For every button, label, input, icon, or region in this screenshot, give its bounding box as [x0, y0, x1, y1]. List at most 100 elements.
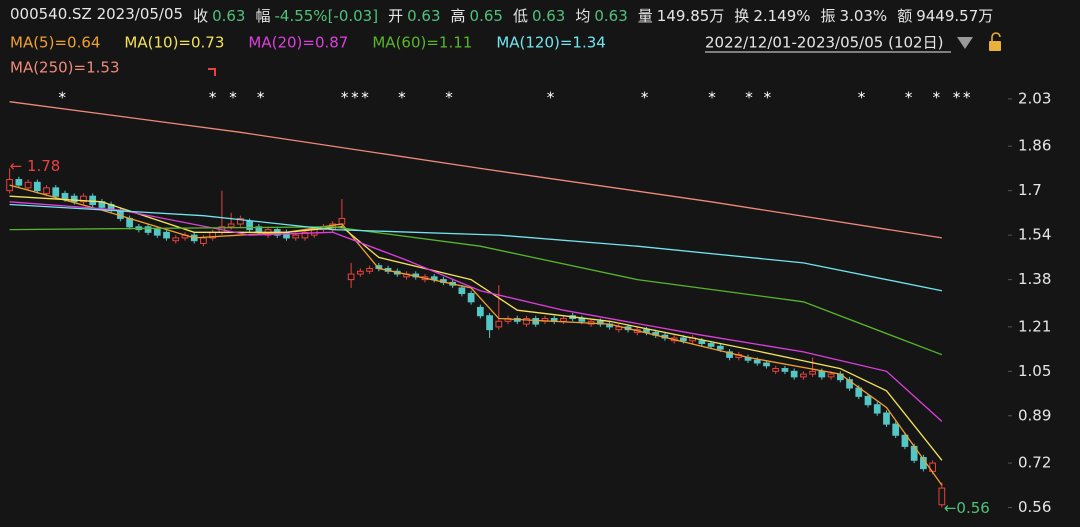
candle-body: [883, 412, 890, 425]
event-marker: *: [351, 89, 359, 107]
event-marker: *: [361, 89, 369, 107]
candle-body: [486, 315, 493, 331]
quote-value: 0.63: [212, 7, 246, 25]
candle-body: [52, 187, 60, 197]
ma-line: [9, 101, 943, 239]
candle-body: [809, 370, 816, 375]
flag-marker: [208, 68, 216, 76]
range-label[interactable]: 2022/12/01-2023/05/05 (102日): [705, 34, 943, 52]
candle-body: [532, 318, 540, 325]
quote-item: 均 0.63: [575, 5, 627, 27]
candle-body: [24, 181, 32, 189]
candle-body: [901, 434, 909, 447]
event-marker: *: [953, 89, 961, 107]
y-tick-label: 1.54: [1018, 226, 1051, 244]
candles: [6, 168, 946, 508]
candle-body: [476, 306, 484, 317]
candle-body: [80, 195, 87, 203]
quote-item: 开 0.63: [388, 5, 440, 27]
event-marker: *: [547, 89, 555, 107]
candle-body: [43, 187, 50, 194]
event-marker: *: [708, 89, 716, 107]
candle-body: [864, 395, 872, 406]
lock-icon[interactable]: [989, 32, 1001, 51]
candle-body: [153, 229, 161, 236]
candle-body: [938, 487, 946, 506]
candle-body: [200, 237, 207, 244]
ma-line: [9, 203, 943, 292]
candle-body: [726, 351, 733, 358]
quote-item: 振 3.03%: [821, 5, 888, 27]
event-marker: *: [257, 89, 265, 107]
candle-body: [698, 340, 706, 345]
quote-label: 均: [575, 7, 591, 25]
quote-label: 开: [388, 7, 404, 25]
candle-body: [707, 343, 715, 347]
event-marker: *: [229, 89, 237, 107]
candle-body: [495, 320, 503, 328]
ma-line: [9, 195, 943, 461]
quote-label: 振: [820, 7, 836, 25]
quote-label: 高: [450, 7, 466, 25]
candle-body: [292, 234, 300, 239]
quote-label: 换: [734, 7, 750, 25]
legend-entry: MA(5)=0.64: [10, 34, 100, 52]
event-marker: *: [209, 89, 217, 107]
quote-item: 换 2.149%: [734, 5, 810, 27]
quote-value: 2.149%: [753, 7, 811, 25]
candle-body: [15, 179, 23, 186]
event-marker: *: [445, 89, 453, 107]
annotation: ← 1.78: [10, 157, 61, 175]
quote-value: 9449.57万: [916, 7, 994, 25]
candle-body: [33, 181, 41, 192]
y-tick-label: 1.38: [1018, 270, 1051, 288]
candle-body: [70, 195, 78, 203]
candle-body: [827, 373, 835, 378]
candle-body: [716, 345, 724, 350]
quote-item: 收 0.63: [193, 5, 245, 27]
candle-body: [144, 226, 152, 233]
quote-item: 幅 -4.55%[-0.03]: [255, 5, 378, 27]
candle-body: [338, 217, 346, 225]
quote-value: 0.63: [594, 7, 628, 25]
dropdown-arrow[interactable]: [957, 37, 973, 49]
legend-entry: MA(250)=1.53: [10, 59, 120, 77]
quote-label: 收: [193, 7, 209, 25]
y-tick-label: 0.72: [1018, 454, 1051, 472]
event-marker: *: [764, 89, 772, 107]
quote-item: 额 9449.57万: [897, 5, 993, 27]
candle-body: [172, 237, 180, 242]
quote-value: -4.55%[-0.03]: [274, 7, 379, 25]
event-marker: *: [933, 89, 941, 107]
quote-value: 0.63: [407, 7, 441, 25]
event-marker: *: [398, 89, 406, 107]
event-marker: *: [963, 89, 971, 107]
y-tick-label: 1.7: [1018, 181, 1042, 199]
candle-body: [246, 220, 253, 231]
quote-item: 低 0.63: [513, 5, 565, 27]
quote-value: 0.65: [469, 7, 503, 25]
quote-item: 高 0.65: [451, 5, 503, 27]
event-marker: *: [858, 89, 866, 107]
y-tick-label: 2.03: [1018, 89, 1051, 107]
event-marker: *: [58, 89, 66, 107]
y-tick-label: 0.56: [1018, 498, 1051, 516]
candle-body: [301, 231, 309, 239]
ma-line: [9, 226, 943, 356]
quote-bar: 000540.SZ 2023/05/05 收 0.63 幅 -4.55%[-0.03]…: [10, 5, 993, 27]
candle-body: [237, 217, 244, 225]
candle-body: [846, 379, 853, 389]
candle-body: [578, 318, 586, 322]
event-marker: *: [745, 89, 753, 107]
quote-value: 3.03%: [839, 7, 888, 25]
quote-value: 149.85万: [656, 7, 725, 25]
candle-body: [818, 370, 826, 378]
candle-body: [523, 318, 530, 325]
y-tick-label: 1.21: [1018, 317, 1051, 335]
candle-body: [680, 337, 687, 342]
candle-body: [781, 368, 789, 372]
candle-body: [753, 359, 761, 364]
legend-entry: MA(60)=1.11: [372, 34, 472, 52]
